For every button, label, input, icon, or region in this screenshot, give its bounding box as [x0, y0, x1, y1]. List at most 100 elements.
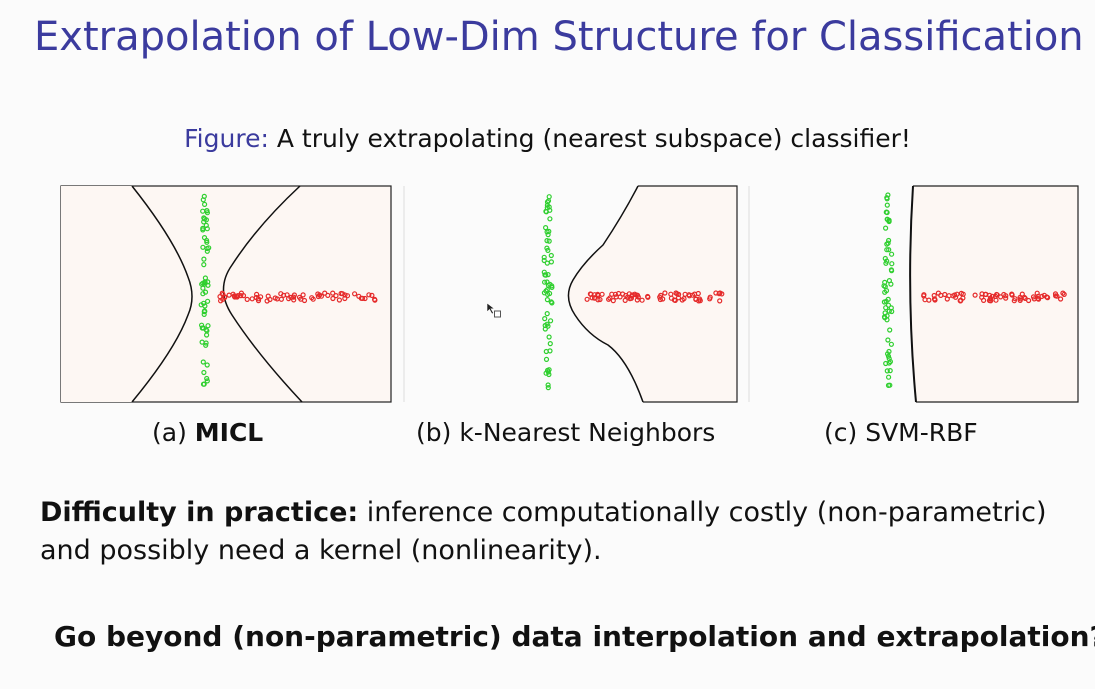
green-point — [546, 334, 552, 340]
green-point — [886, 374, 892, 380]
red-point — [254, 291, 260, 298]
red-point — [609, 291, 615, 297]
red-point — [987, 295, 994, 301]
green-point — [546, 228, 552, 235]
red-point — [662, 290, 668, 296]
green-point — [200, 359, 206, 365]
green-point — [541, 257, 547, 264]
green-point — [881, 283, 887, 289]
green-point — [201, 256, 207, 262]
difficulty-text: inference computationally costly (non-pa… — [40, 497, 1047, 566]
knn-red-points — [584, 290, 725, 304]
red-point — [935, 290, 941, 296]
green-point — [543, 288, 549, 294]
red-point — [1060, 290, 1066, 296]
red-point — [238, 292, 244, 299]
micl-red-points — [217, 290, 378, 304]
red-point — [1058, 296, 1064, 302]
red-point — [325, 292, 331, 299]
red-point — [238, 290, 244, 296]
green-point — [203, 222, 209, 229]
green-point — [884, 195, 890, 201]
green-point — [886, 247, 892, 253]
red-point — [628, 295, 634, 301]
red-point — [717, 298, 723, 304]
green-point — [543, 224, 549, 231]
green-point — [545, 282, 551, 288]
red-point — [1012, 296, 1018, 302]
green-point — [204, 332, 210, 338]
red-point — [369, 292, 375, 299]
red-point — [693, 296, 699, 303]
green-point — [202, 201, 208, 207]
green-point — [542, 279, 548, 285]
red-point — [716, 291, 722, 297]
svm-green-points — [881, 192, 895, 388]
green-point — [546, 204, 552, 210]
green-point — [885, 240, 891, 246]
green-point — [547, 348, 553, 354]
svm-frame — [913, 185, 1079, 403]
red-point — [1009, 291, 1015, 297]
red-point — [957, 298, 964, 304]
red-point — [610, 297, 616, 304]
green-point — [885, 296, 891, 303]
green-point — [205, 323, 211, 329]
green-point — [202, 308, 208, 314]
green-point — [200, 291, 206, 297]
red-point — [339, 291, 346, 297]
subcaption-c: (c) SVM-RBF — [824, 418, 978, 447]
green-point — [882, 310, 888, 316]
red-point — [926, 297, 932, 303]
micl-left-region — [61, 186, 192, 402]
red-point — [330, 290, 336, 296]
red-point — [657, 294, 663, 300]
green-point — [201, 381, 207, 387]
red-point — [931, 292, 937, 299]
subcaption-a-name: MICL — [194, 418, 264, 447]
green-point — [884, 202, 890, 208]
red-point — [1053, 293, 1059, 299]
red-point — [645, 294, 651, 300]
green-point — [542, 316, 548, 322]
plot-svm — [748, 185, 1080, 403]
red-point — [244, 296, 250, 303]
red-point — [336, 297, 342, 303]
green-point — [198, 302, 204, 308]
mouse-cursor-icon — [486, 302, 501, 318]
green-point — [204, 210, 210, 216]
red-point — [1018, 296, 1024, 302]
green-point — [542, 326, 548, 332]
green-point — [203, 342, 209, 348]
green-point — [887, 382, 893, 388]
red-point — [695, 290, 701, 297]
red-point — [264, 298, 270, 304]
green-point — [203, 340, 209, 346]
difficulty-paragraph: Difficulty in practice: inference comput… — [40, 494, 1080, 570]
green-point — [888, 341, 894, 347]
red-point — [954, 291, 960, 297]
green-point — [885, 353, 892, 359]
red-point — [1030, 294, 1037, 300]
green-point — [544, 296, 550, 303]
green-point — [886, 348, 892, 355]
red-point — [333, 292, 339, 299]
green-point — [202, 279, 208, 285]
green-point — [548, 318, 554, 324]
knn-boundary — [567, 185, 644, 403]
green-point — [205, 298, 211, 304]
red-point — [613, 294, 619, 300]
green-point — [884, 247, 890, 253]
red-point — [639, 297, 645, 303]
red-point — [597, 296, 603, 303]
red-point — [330, 295, 336, 302]
green-point — [204, 362, 210, 368]
subcaption-b-prefix: (b) — [416, 418, 460, 447]
green-point — [545, 231, 551, 238]
green-point — [547, 341, 553, 347]
green-point — [887, 368, 893, 374]
micl-left-boundary — [131, 185, 193, 403]
svm-red-points — [921, 290, 1067, 304]
red-point — [222, 294, 228, 301]
red-point — [673, 290, 679, 296]
